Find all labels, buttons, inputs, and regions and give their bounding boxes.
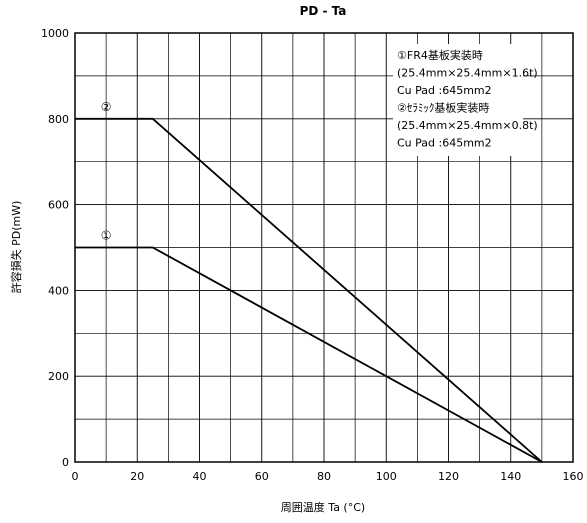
- annotation-line: (25.4mm×25.4mm×1.6t): [397, 67, 538, 80]
- annotation-line: ②ｾﾗﾐｯｸ基板実装時: [397, 101, 489, 115]
- annotation-line: (25.4mm×25.4mm×0.8t): [397, 119, 538, 132]
- y-tick-label: 800: [48, 113, 69, 126]
- axis-ticks: 0 20 40 60 80 100 120 140 160 0 200 400 600 800 1000: [41, 27, 584, 483]
- x-tick-label: 0: [72, 470, 79, 483]
- x-tick-label: 160: [563, 470, 584, 483]
- annotation-line: ①FR4基板実装時: [397, 48, 483, 62]
- series-layer: ①②: [75, 100, 543, 463]
- x-tick-label: 140: [500, 470, 521, 483]
- note-box: ①FR4基板実装時 (25.4mm×25.4mm×1.6t) Cu Pad :645…: [393, 44, 538, 156]
- y-tick-label: 0: [62, 456, 69, 469]
- annotation-line: Cu Pad :645mm2: [397, 137, 492, 150]
- note-box-background: [393, 44, 523, 156]
- x-tick-label: 60: [255, 470, 269, 483]
- y-tick-label: 600: [48, 199, 69, 212]
- y-axis-title: 許容損失 PD(mW): [9, 201, 23, 294]
- y-tick-label: 200: [48, 370, 69, 383]
- x-tick-label: 40: [193, 470, 207, 483]
- x-tick-label: 120: [438, 470, 459, 483]
- series-label: ①: [101, 229, 112, 243]
- x-tick-label: 80: [317, 470, 331, 483]
- series-line: [75, 117, 543, 463]
- chart-title: PD - Ta: [300, 4, 347, 18]
- x-tick-label: 100: [376, 470, 397, 483]
- y-tick-label: 400: [48, 284, 69, 297]
- y-tick-label: 1000: [41, 27, 69, 40]
- series-label: ②: [101, 100, 112, 114]
- x-tick-label: 20: [130, 470, 144, 483]
- annotation-line: Cu Pad :645mm2: [397, 84, 492, 97]
- series-line: [75, 246, 543, 463]
- x-axis-title: 周囲温度 Ta (°C): [281, 500, 365, 514]
